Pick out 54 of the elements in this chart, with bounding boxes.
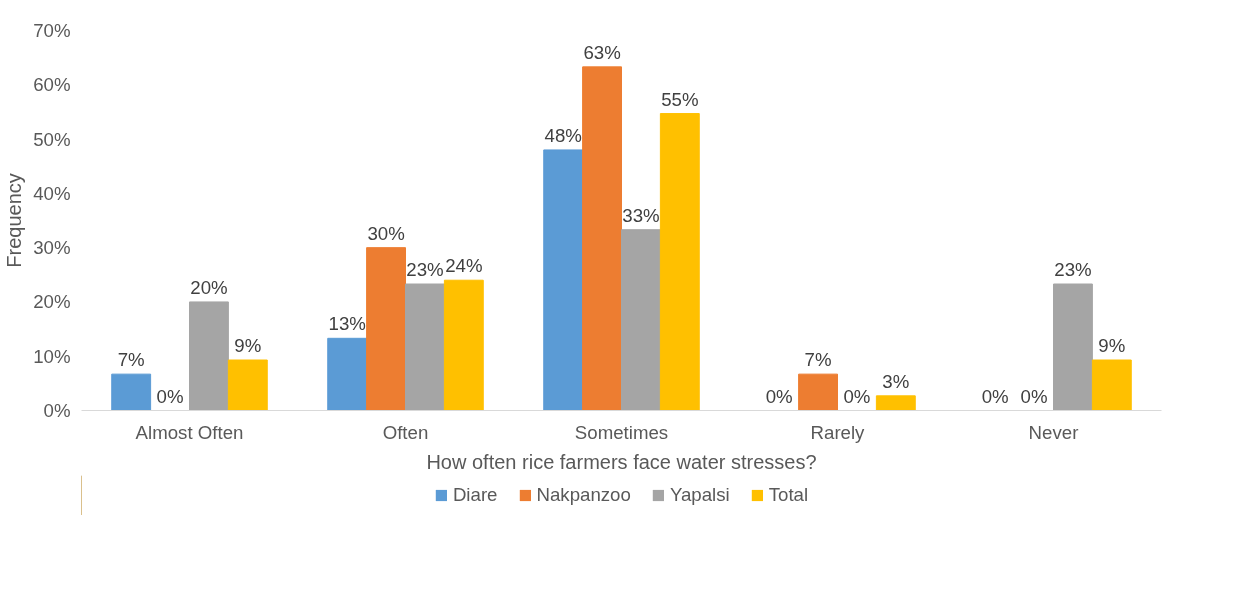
bar bbox=[366, 247, 406, 411]
data-label: 9% bbox=[1098, 335, 1126, 357]
x-tick-label: Rarely bbox=[810, 421, 866, 443]
y-tick-label: 20% bbox=[33, 291, 71, 313]
data-label: 7% bbox=[804, 349, 832, 371]
x-tick-label: Almost Often bbox=[135, 421, 244, 443]
legend-label: Total bbox=[768, 484, 809, 506]
bar bbox=[443, 279, 484, 411]
data-label: 30% bbox=[367, 222, 405, 244]
data-label: 0% bbox=[843, 385, 871, 407]
x-tick-label: Sometimes bbox=[574, 421, 669, 443]
data-label: 0% bbox=[156, 385, 184, 407]
bar bbox=[582, 66, 622, 411]
legend-label: Nakpanzoo bbox=[536, 484, 631, 506]
data-label: 23% bbox=[1054, 259, 1092, 281]
bar bbox=[543, 149, 584, 411]
y-tick-label: 10% bbox=[33, 345, 71, 367]
x-tick-label: Never bbox=[1028, 421, 1079, 443]
data-label: 0% bbox=[1020, 385, 1048, 407]
bar bbox=[189, 301, 229, 411]
bar bbox=[1053, 283, 1093, 411]
x-tick-label: Often bbox=[382, 421, 429, 443]
y-tick-label: 30% bbox=[33, 237, 71, 259]
x-axis-title: How often rice farmers face water stresses? bbox=[426, 450, 817, 473]
bar bbox=[111, 373, 152, 411]
data-label: 20% bbox=[190, 276, 228, 298]
data-label: 24% bbox=[445, 255, 483, 277]
data-label: 0% bbox=[765, 385, 793, 407]
y-axis-title: Frequency bbox=[3, 173, 26, 268]
legend-label: Diare bbox=[452, 484, 498, 506]
y-tick-label: 70% bbox=[33, 20, 71, 41]
data-label: 7% bbox=[117, 349, 145, 371]
y-tick-label: 60% bbox=[33, 74, 71, 96]
data-label: 23% bbox=[406, 259, 444, 281]
y-tick-label: 50% bbox=[33, 128, 71, 150]
y-tick-label: 40% bbox=[33, 182, 71, 204]
data-label: 0% bbox=[981, 385, 1009, 407]
data-label: 13% bbox=[328, 313, 366, 335]
bar bbox=[1091, 359, 1132, 411]
data-label: 3% bbox=[882, 370, 910, 392]
data-label: 48% bbox=[544, 124, 582, 146]
data-label: 33% bbox=[622, 204, 660, 226]
data-label: 9% bbox=[234, 335, 262, 357]
bar bbox=[327, 337, 368, 411]
bar bbox=[621, 229, 661, 411]
bar bbox=[659, 113, 700, 411]
bar bbox=[798, 373, 838, 411]
bar bbox=[405, 283, 445, 411]
y-tick-label: 0% bbox=[43, 400, 71, 421]
legend-label: Yapalsi bbox=[669, 484, 730, 506]
bar bbox=[227, 359, 268, 411]
data-label: 55% bbox=[661, 88, 699, 110]
data-label: 63% bbox=[583, 41, 621, 63]
bar bbox=[875, 395, 916, 411]
